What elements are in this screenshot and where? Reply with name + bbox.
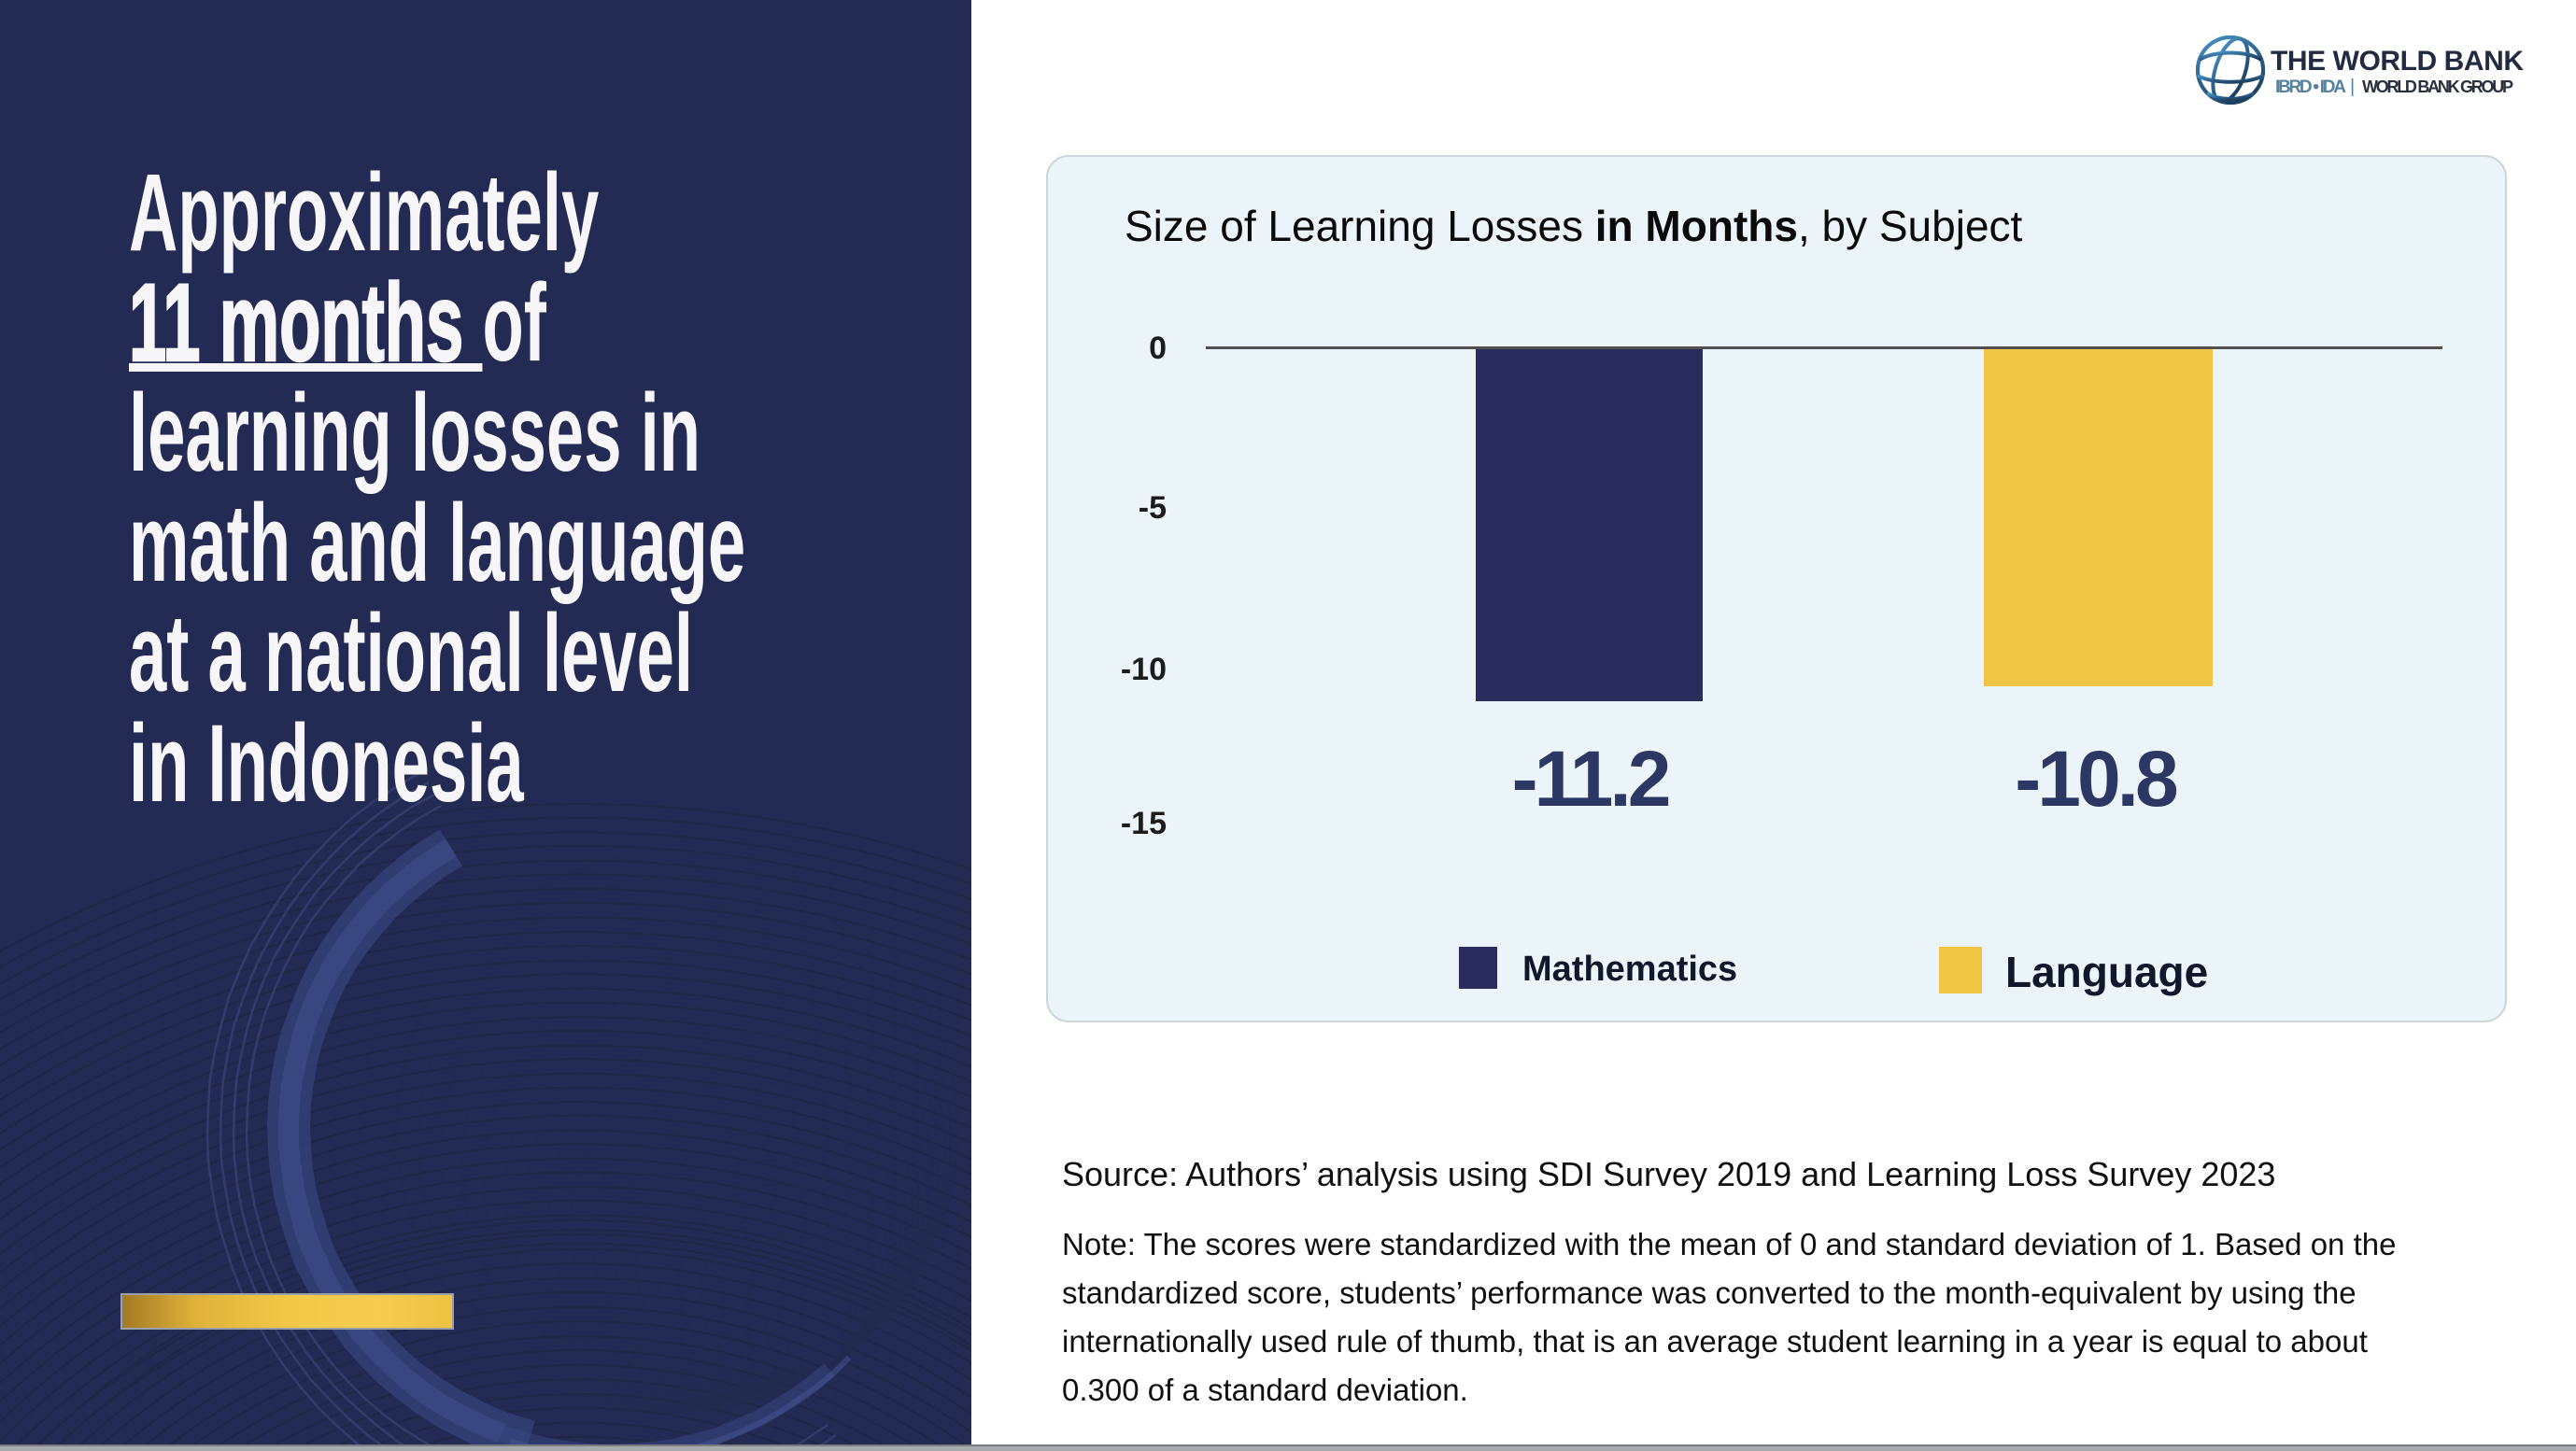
svg-text:|: | bbox=[2350, 77, 2355, 97]
svg-text:IBRD • IDA: IBRD • IDA bbox=[2275, 77, 2346, 97]
svg-text:WORLD BANK GROUP: WORLD BANK GROUP bbox=[2362, 77, 2513, 96]
svg-text:THE WORLD BANK: THE WORLD BANK bbox=[2271, 46, 2524, 77]
